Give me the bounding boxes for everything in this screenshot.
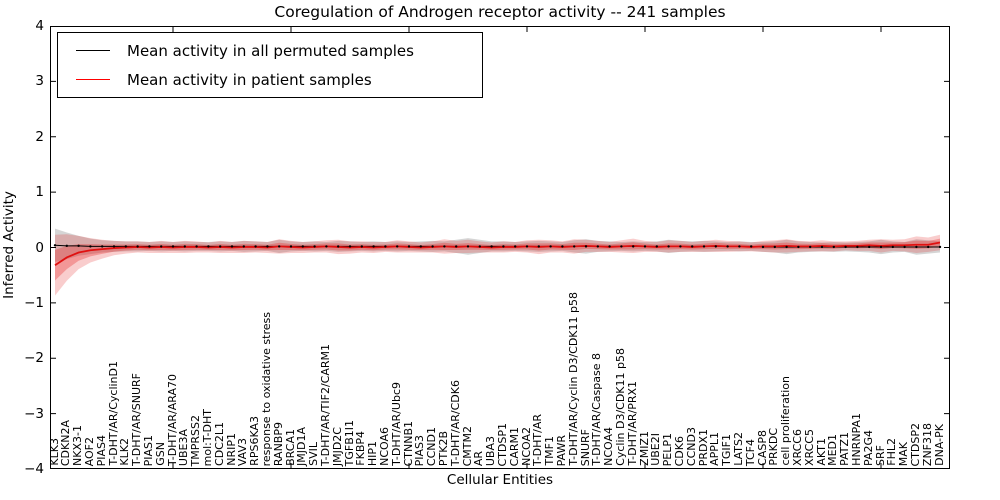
legend-box: Mean activity in all permuted samples Me… xyxy=(57,32,483,98)
x-tick-label: RANBP9 xyxy=(271,421,285,466)
legend-item-patient: Mean activity in patient samples xyxy=(58,71,482,89)
legend-label-permuted: Mean activity in all permuted samples xyxy=(127,41,414,60)
x-tick-label: JMJD2C xyxy=(330,426,344,466)
chart-title: Coregulation of Androgen receptor activi… xyxy=(274,3,726,21)
x-tick-label: TCF4 xyxy=(743,438,757,466)
x-tick-label: PA2G4 xyxy=(861,430,875,466)
legend-item-permuted: Mean activity in all permuted samples xyxy=(58,42,482,60)
y-tick-label: 0 xyxy=(35,239,44,256)
x-tick-label: CCND3 xyxy=(684,426,698,466)
permuted-line-sample-icon xyxy=(76,50,110,51)
x-tick-label: XRCC5 xyxy=(802,429,816,466)
y-tick-label: 2 xyxy=(35,128,44,145)
y-tick-label: −3 xyxy=(24,405,44,422)
x-tick-label: T-DHT/AR/PRX1 xyxy=(625,381,639,466)
patient-line-sample-icon xyxy=(76,79,110,80)
x-tick-label: DNA-PK xyxy=(932,424,946,466)
y-tick-label: 3 xyxy=(35,73,44,90)
plot-series-canvas xyxy=(50,26,950,469)
y-tick-label: −2 xyxy=(24,350,44,367)
x-tick-label: CDC2L1 xyxy=(212,422,226,466)
y-axis-label: Inferred Activity xyxy=(1,191,17,299)
x-tick-label: GSN xyxy=(153,442,167,466)
x-tick-label: ZNF318 xyxy=(920,422,934,466)
legend-label-patient: Mean activity in patient samples xyxy=(127,70,372,89)
y-tick-label: 4 xyxy=(35,18,44,34)
y-tick-label: −1 xyxy=(24,294,44,311)
x-tick-label: T-DHT/AR/Ubc9 xyxy=(389,382,403,466)
x-tick-label: CARM1 xyxy=(507,426,521,466)
y-tick-label: 1 xyxy=(35,184,44,201)
x-tick-label: T-DHT/AR/Cyclin D3/CDK11 p58 xyxy=(566,292,580,466)
x-tick-label: T-DHT/AR/CDK6 xyxy=(448,379,462,466)
x-tick-label: PIAS4 xyxy=(94,434,108,466)
x-axis-label: Cellular Entities xyxy=(446,472,554,488)
y-tick-label: −4 xyxy=(24,461,44,477)
